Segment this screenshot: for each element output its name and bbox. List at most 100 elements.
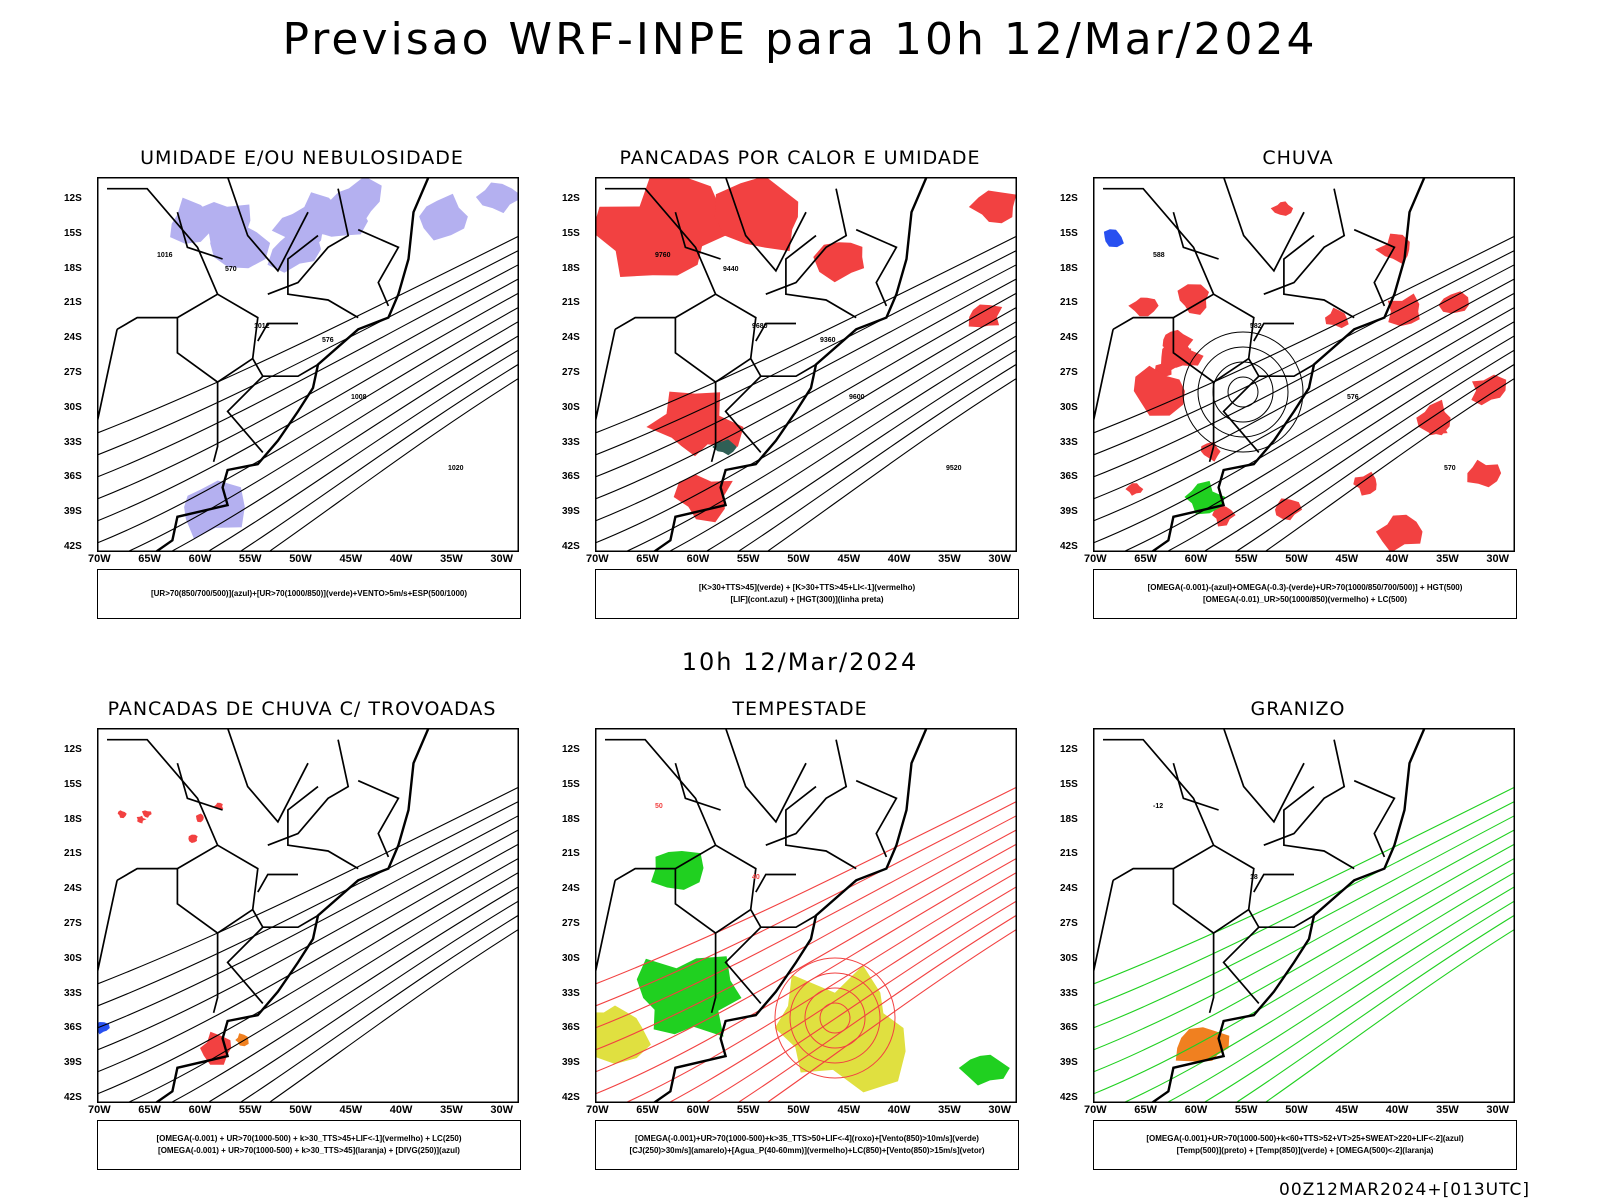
lon-tick-label: 35W xyxy=(1436,553,1459,565)
lat-tick-label: 36S xyxy=(64,471,82,483)
map-frame xyxy=(595,177,1017,552)
map-plot: 588 582 576 570 xyxy=(1093,177,1515,552)
lon-tick-label: 70W xyxy=(88,553,111,565)
lon-tick-label: 40W xyxy=(1385,1104,1409,1116)
legend-line: [OMEGA(-0.01)_UR>50(1000/850)(vermelho) … xyxy=(1202,595,1408,604)
lat-tick-label: 24S xyxy=(64,883,82,895)
map-frame xyxy=(1093,177,1515,552)
lat-tick-label: 24S xyxy=(1060,883,1078,895)
lat-tick-label: 27S xyxy=(1060,918,1078,929)
legend-line: [OMEGA(-0.001)+UR>70(1000-500)+k<60+TTS>… xyxy=(1146,1134,1464,1143)
country-borders xyxy=(595,177,928,552)
lat-tick-label: 33S xyxy=(1060,436,1078,448)
contour-value-label: 9680 xyxy=(752,323,768,330)
lat-tick-label: 21S xyxy=(64,848,82,860)
lon-tick-label: 35W xyxy=(938,1104,961,1116)
map-frame xyxy=(595,728,1017,1103)
lon-tick-label: 35W xyxy=(440,553,463,565)
lat-tick-label: 12S xyxy=(1060,193,1078,204)
panel-chuva: CHUVA 12S 15S 18S 21S 24S 27S 30S 33S 36S 39S 42S 7… xyxy=(1058,147,1538,619)
lat-tick-label: 33S xyxy=(1060,987,1078,999)
lat-tick-label: 30S xyxy=(64,952,82,964)
lat-tick-label: 27S xyxy=(1060,367,1078,378)
lat-tick-label: 21S xyxy=(562,297,580,309)
contour-value-label: 9760 xyxy=(655,252,671,259)
contour-value-label: 18 xyxy=(1250,874,1258,881)
lon-tick-label: 55W xyxy=(736,553,760,565)
lon-tick-label: 35W xyxy=(440,1104,463,1116)
panel-granizo: GRANIZO 12S 15S 18S 21S 24S 27S 30S 33S 36S 39S 42… xyxy=(1058,698,1538,1170)
panel-title: PANCADAS POR CALOR E UMIDADE xyxy=(619,147,981,169)
country-borders xyxy=(1093,728,1426,1103)
lat-tick-label: 36S xyxy=(64,1022,82,1034)
lon-tick-label: 30W xyxy=(988,553,1012,565)
lon-tick-label: 70W xyxy=(586,553,609,565)
panel-legend: [OMEGA(-0.001)+UR>70(1000-500)+k<60+TTS>… xyxy=(1093,1120,1517,1170)
lat-tick-label: 30S xyxy=(1060,401,1078,413)
run-timestamp: 00Z12MAR2024+[013UTC] xyxy=(1279,1180,1530,1200)
lat-tick-label: 15S xyxy=(1060,778,1078,790)
lon-tick-label: 30W xyxy=(988,1104,1012,1116)
map-frame xyxy=(97,728,519,1103)
lon-tick-label: 55W xyxy=(1234,553,1258,565)
legend-line: [LIF](cont.azul) + [HGT(300)](linha pret… xyxy=(730,595,884,604)
lon-tick-label: 55W xyxy=(736,1104,760,1116)
lat-tick-label: 36S xyxy=(562,1022,580,1034)
lat-tick-label: 39S xyxy=(1060,1057,1078,1069)
map-plot: 9760 9680 9600 9520 9440 9360 xyxy=(595,177,1017,552)
lat-tick-label: 18S xyxy=(1060,813,1078,825)
contour-value-label: -12 xyxy=(1153,803,1163,810)
lat-tick-label: 21S xyxy=(1060,848,1078,860)
lat-tick-label: 42S xyxy=(64,541,82,552)
lat-tick-label: 18S xyxy=(562,813,580,825)
lon-tick-label: 45W xyxy=(339,553,363,565)
lat-tick-label: 42S xyxy=(562,541,580,552)
lat-tick-label: 27S xyxy=(64,918,82,929)
panel-title: UMIDADE E/OU NEBULOSIDADE xyxy=(140,147,464,169)
lon-tick-label: 60W xyxy=(1184,1104,1208,1116)
lon-tick-label: 60W xyxy=(188,1104,212,1116)
lat-tick-label: 33S xyxy=(562,436,580,448)
contour-lines xyxy=(1093,235,1515,552)
lon-tick-label: 50W xyxy=(787,553,810,565)
lon-tick-label: 40W xyxy=(887,1104,911,1116)
lon-tick-label: 55W xyxy=(1234,1104,1258,1116)
lat-tick-label: 30S xyxy=(562,401,580,413)
lon-tick-label: 55W xyxy=(238,1104,262,1116)
lon-tick-label: 65W xyxy=(1134,1104,1157,1116)
legend-line: [OMEGA(-0.001) + UR>70(1000-500) + k>30_… xyxy=(158,1146,460,1155)
panel-legend: [UR>70(850/700/500)](azul)+[UR>70(1000/8… xyxy=(97,569,521,619)
contour-value-label: 1020 xyxy=(448,465,464,472)
legend-line: [UR>70(850/700/500)](azul)+[UR>70(1000/8… xyxy=(150,589,468,598)
lon-tick-label: 65W xyxy=(636,1104,659,1116)
map-frame xyxy=(1093,728,1515,1103)
contour-value-label: 1016 xyxy=(157,252,173,259)
contour-labels: 50 40 xyxy=(655,803,760,881)
lon-tick-label: 65W xyxy=(1134,553,1157,565)
lon-tick-label: 45W xyxy=(1335,1104,1359,1116)
lat-tick-label: 33S xyxy=(64,987,82,999)
map-plot: 1016 1012 1008 1020 570 576 xyxy=(97,177,519,552)
panel-title: PANCADAS DE CHUVA C/ TROVOADAS xyxy=(107,698,497,720)
lat-tick-label: 15S xyxy=(562,227,580,239)
lat-tick-label: 12S xyxy=(562,193,580,204)
shaded-fields xyxy=(1175,1027,1230,1062)
lon-tick-label: 50W xyxy=(289,1104,312,1116)
lat-tick-label: 15S xyxy=(64,227,82,239)
contour-value-label: 40 xyxy=(752,874,760,881)
lat-tick-label: 33S xyxy=(64,436,82,448)
panel-pancadas-trovoadas: PANCADAS DE CHUVA C/ TROVOADAS 12S 15S 18S… xyxy=(62,698,542,1170)
country-borders xyxy=(97,177,430,552)
lat-tick-label: 33S xyxy=(562,987,580,999)
lat-tick-label: 24S xyxy=(64,332,82,344)
lon-tick-label: 40W xyxy=(389,553,413,565)
lat-tick-label: 42S xyxy=(562,1092,580,1103)
panel-legend: [OMEGA(-0.001)+UR>70(1000-500)+k>35_TTS>… xyxy=(595,1120,1019,1170)
contour-value-label: 9360 xyxy=(820,337,836,344)
lon-tick-label: 55W xyxy=(238,553,262,565)
legend-line: [K>30+TTS>45](verde) + [K>30+TTS>45+LI<-… xyxy=(698,583,916,592)
lat-tick-label: 36S xyxy=(562,471,580,483)
lon-tick-label: 70W xyxy=(1084,1104,1107,1116)
lon-tick-label: 30W xyxy=(490,1104,514,1116)
lon-tick-label: 60W xyxy=(686,553,710,565)
